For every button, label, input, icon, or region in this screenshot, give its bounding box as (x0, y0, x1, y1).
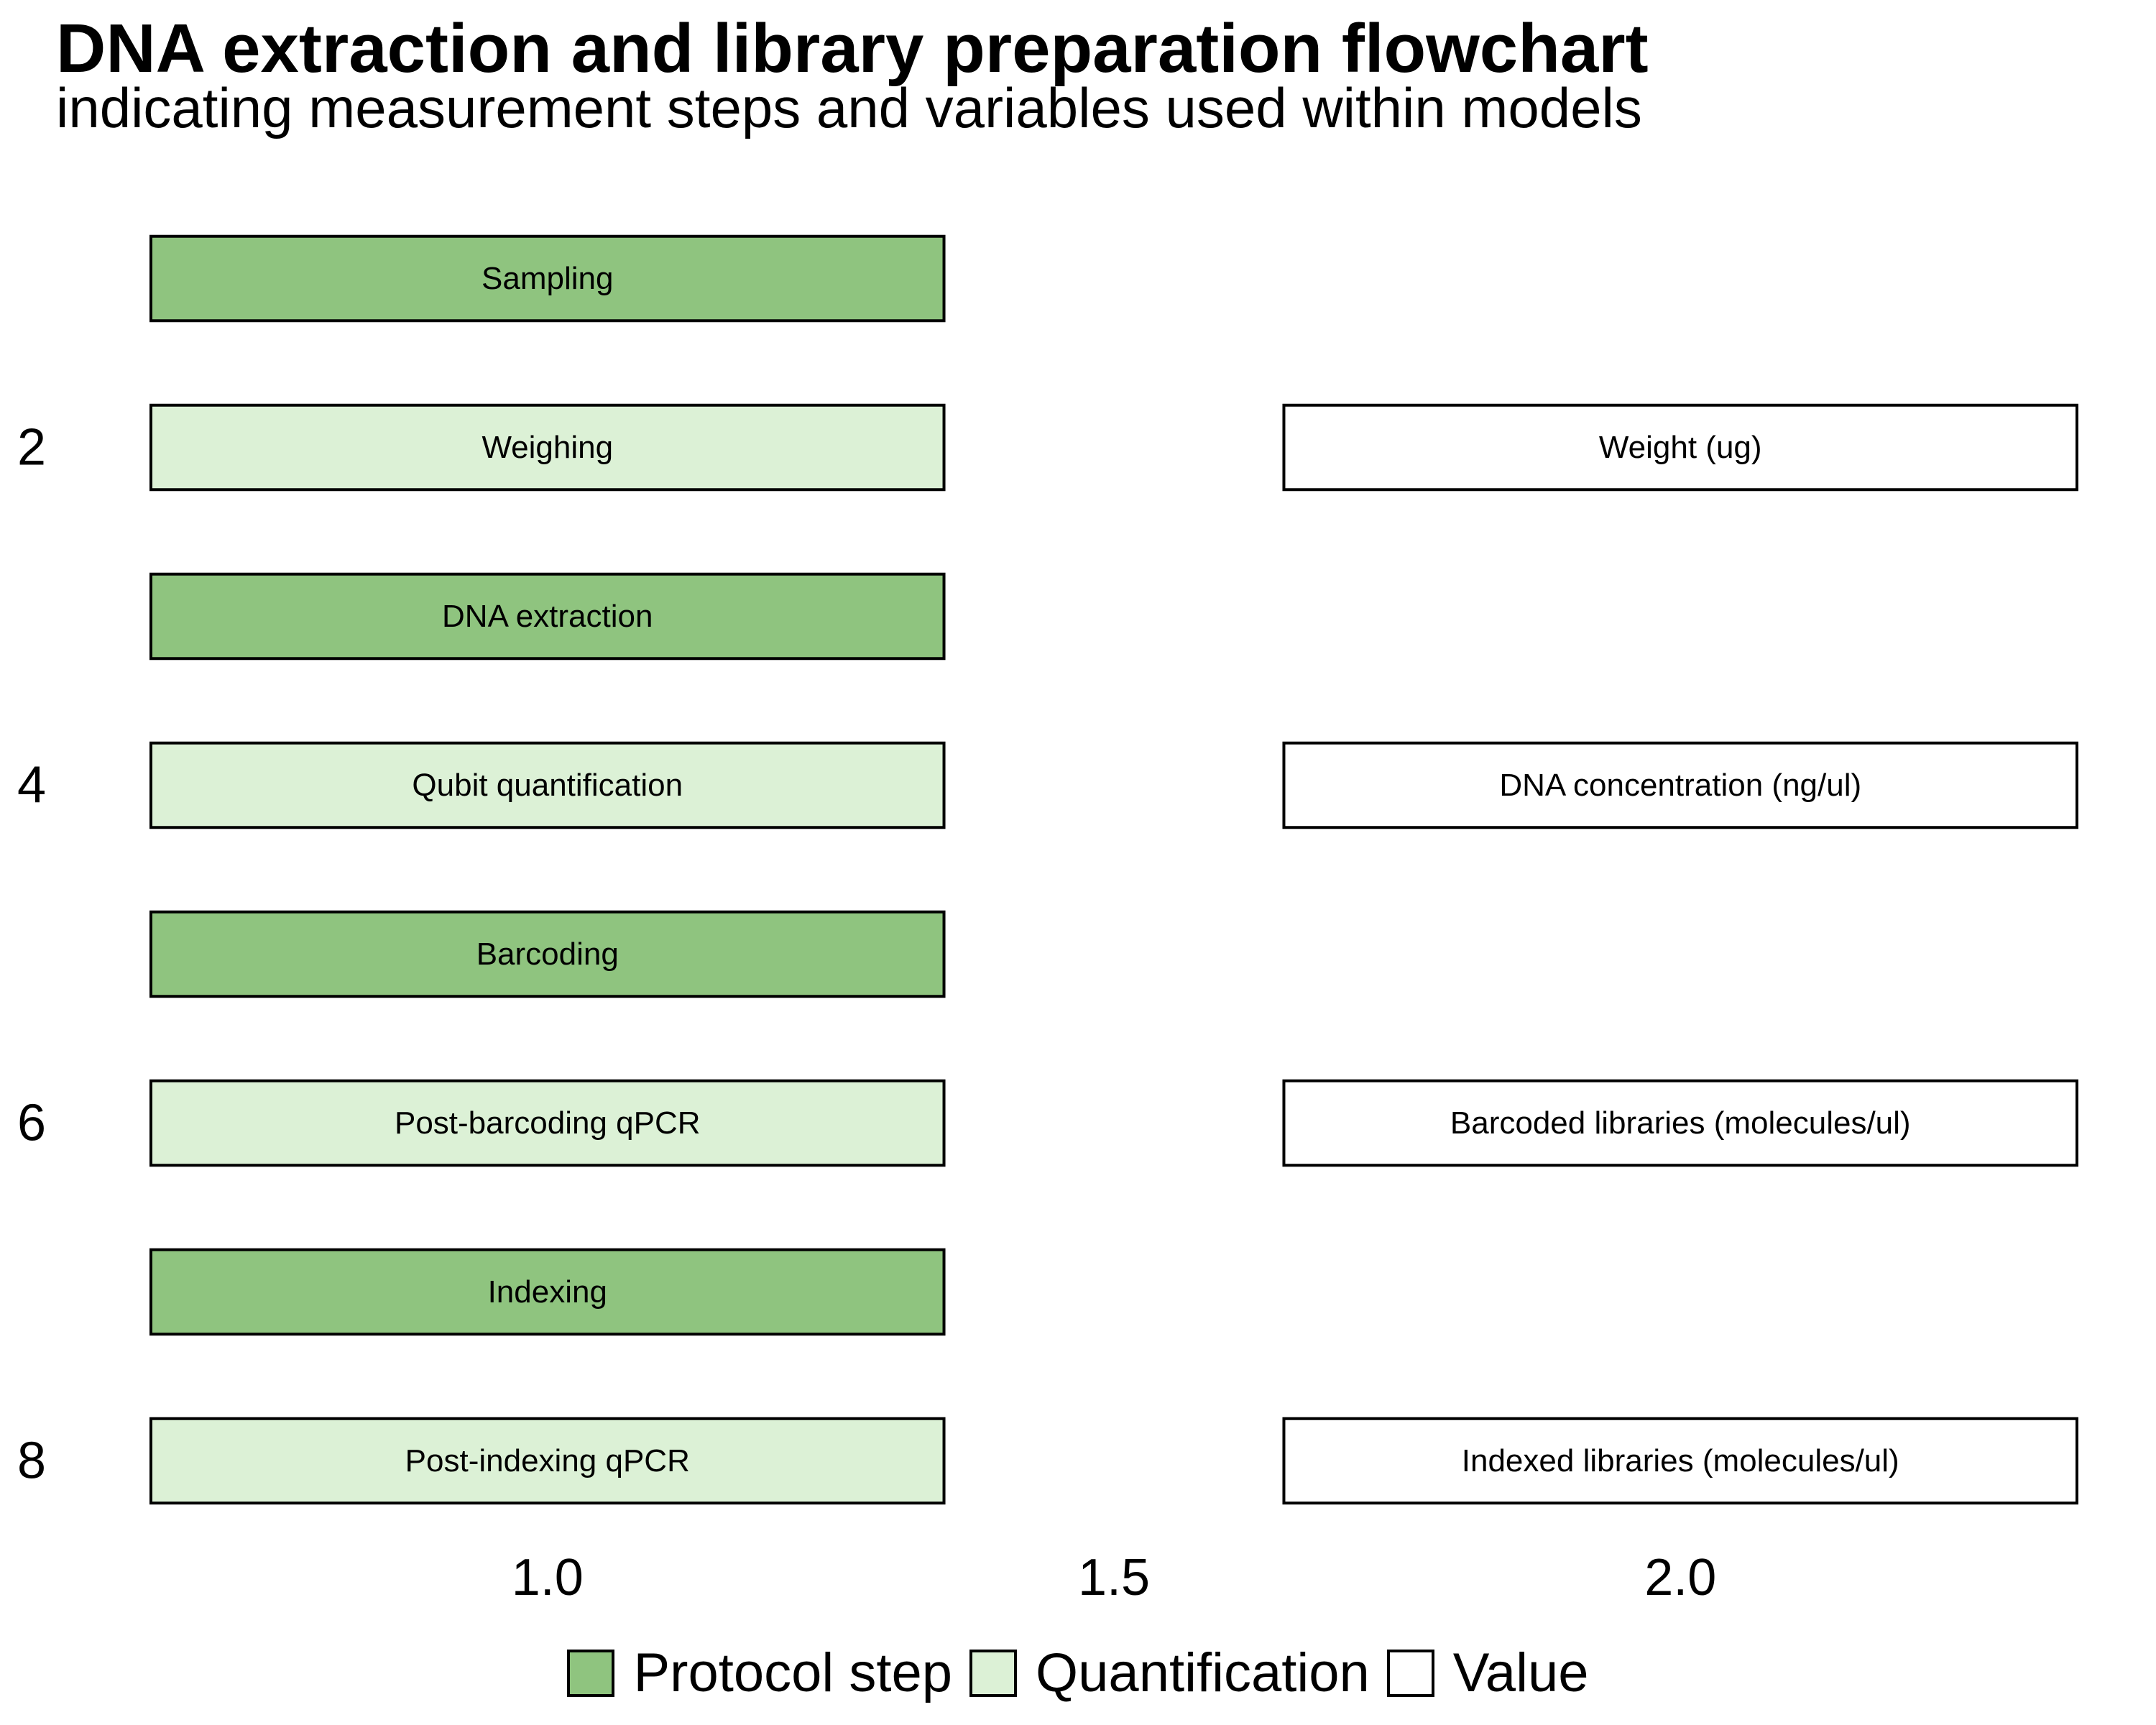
legend-swatch-quantification (969, 1649, 1018, 1697)
box-rect-dna-extraction (149, 572, 946, 661)
box-label-indexed-libraries-molecules-ul: Indexed libraries (molecules/ul) (1462, 1443, 1899, 1478)
box-rect-weight-ug (1282, 403, 2078, 492)
box-indexed-libraries-molecules-ul: Indexed libraries (molecules/ul) (1282, 1417, 2078, 1505)
box-rect-barcoded-libraries-molecules-ul (1282, 1079, 2078, 1167)
legend-label-quantification: Quantification (1036, 1642, 1370, 1703)
box-barcoded-libraries-molecules-ul: Barcoded libraries (molecules/ul) (1282, 1079, 2078, 1167)
box-qubit-quantification: Qubit quantification (149, 741, 946, 829)
box-weighing: Weighing (149, 403, 946, 492)
x-tick-label-0: 1.0 (512, 1549, 584, 1606)
box-label-post-barcoding-qpcr: Post-barcoding qPCR (395, 1105, 701, 1141)
box-rect-qubit-quantification (149, 741, 946, 829)
box-rect-barcoding (149, 910, 946, 998)
box-label-sampling: Sampling (482, 261, 613, 296)
box-post-indexing-qpcr: Post-indexing qPCR (149, 1417, 946, 1505)
box-rect-dna-concentration-ng-ul (1282, 741, 2078, 829)
box-rect-post-indexing-qpcr (149, 1417, 946, 1505)
y-tick-label-0: 2 (17, 419, 46, 477)
box-barcoding: Barcoding (149, 910, 946, 998)
legend-item-quantification: Quantification (969, 1642, 1370, 1704)
y-tick-label-1: 4 (17, 757, 46, 814)
legend-swatch-value (1386, 1649, 1434, 1697)
box-label-post-indexing-qpcr: Post-indexing qPCR (405, 1443, 690, 1478)
legend: Protocol step Quantification Value (0, 1642, 2156, 1704)
box-sampling: Sampling (149, 234, 946, 323)
box-label-dna-concentration-ng-ul: DNA concentration (ng/ul) (1499, 768, 1861, 803)
box-label-weighing: Weighing (482, 430, 613, 465)
box-dna-extraction: DNA extraction (149, 572, 946, 661)
box-label-indexing: Indexing (488, 1274, 607, 1310)
box-weight-ug: Weight (ug) (1282, 403, 2078, 492)
box-post-barcoding-qpcr: Post-barcoding qPCR (149, 1079, 946, 1167)
legend-label-value: Value (1452, 1642, 1589, 1703)
box-label-barcoding: Barcoding (476, 937, 619, 972)
box-label-weight-ug: Weight (ug) (1599, 430, 1762, 465)
x-tick-label-1: 1.5 (1078, 1549, 1150, 1606)
chart-title: DNA extraction and library preparation f… (56, 10, 1649, 87)
box-dna-concentration-ng-ul: DNA concentration (ng/ul) (1282, 741, 2078, 829)
y-tick-label-3: 8 (17, 1432, 46, 1490)
box-label-barcoded-libraries-molecules-ul: Barcoded libraries (molecules/ul) (1450, 1105, 1911, 1141)
x-tick-label-2: 2.0 (1644, 1549, 1716, 1606)
y-tick-label-2: 6 (17, 1095, 46, 1152)
box-indexing: Indexing (149, 1248, 946, 1336)
box-rect-post-barcoding-qpcr (149, 1079, 946, 1167)
box-label-qubit-quantification: Qubit quantification (412, 768, 683, 803)
chart-subtitle: indicating measurement steps and variabl… (56, 76, 1642, 139)
legend-item-value: Value (1386, 1642, 1589, 1704)
legend-item-protocol: Protocol step (567, 1642, 952, 1704)
legend-swatch-protocol (567, 1649, 615, 1697)
box-rect-weighing (149, 403, 946, 492)
box-rect-indexed-libraries-molecules-ul (1282, 1417, 2078, 1505)
legend-label-protocol: Protocol step (633, 1642, 953, 1703)
box-rect-indexing (149, 1248, 946, 1336)
box-rect-sampling (149, 234, 946, 323)
box-label-dna-extraction: DNA extraction (442, 599, 653, 634)
